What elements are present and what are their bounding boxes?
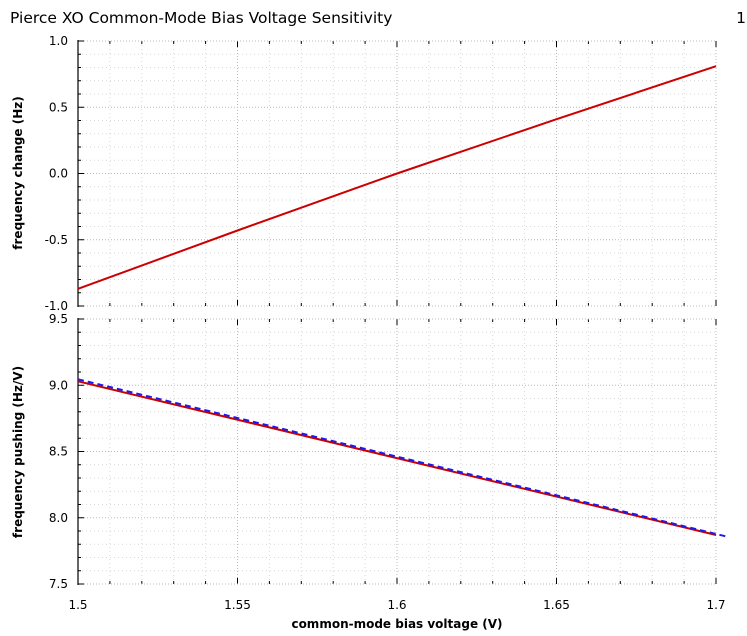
x-tick-label: 1.65	[543, 598, 570, 612]
x-axis-label: common-mode bias voltage (V)	[291, 617, 502, 631]
series-line-1	[77, 65, 717, 290]
series-line-2	[77, 378, 726, 538]
chart-title: Pierce XO Common-Mode Bias Voltage Sensi…	[10, 9, 393, 27]
y-tick-label: 9.5	[49, 312, 68, 326]
x-tick-label: 1.7	[706, 598, 725, 612]
y-axis-label: frequency change (Hz)	[11, 96, 25, 249]
y-tick-label: -1.0	[45, 299, 68, 313]
y-tick-label: 8.0	[49, 511, 68, 525]
y-tick-label: 0.0	[49, 167, 68, 181]
y-tick-label: -0.5	[45, 233, 68, 247]
x-tick-label: 1.5	[68, 598, 87, 612]
y-tick-label: 8.5	[49, 445, 68, 459]
y-tick-label: 1.0	[49, 34, 68, 48]
y-axis-label: frequency pushing (Hz/V)	[11, 366, 25, 538]
y-tick-label: 9.0	[49, 378, 68, 392]
y-tick-label: 7.5	[49, 577, 68, 591]
page-number: 1	[736, 9, 746, 27]
x-tick-label: 1.6	[387, 598, 406, 612]
y-tick-label: 0.5	[49, 100, 68, 114]
series-line-1	[77, 380, 717, 536]
x-tick-label: 1.55	[224, 598, 251, 612]
